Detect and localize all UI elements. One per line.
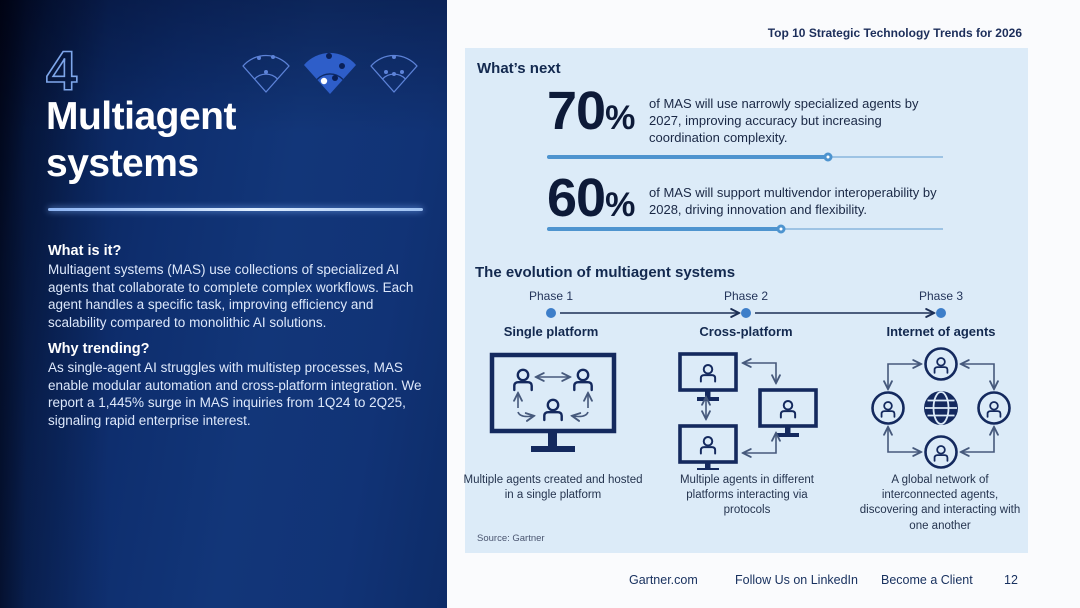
- source-note: Source: Gartner: [477, 533, 545, 544]
- phase-label-3: Phase 3: [918, 289, 964, 303]
- timeline-dot: [936, 308, 946, 318]
- page-title-line2: systems: [46, 141, 199, 185]
- fan-outline-icon: [242, 54, 290, 93]
- what-is-it-body: Multiagent systems (MAS) use collections…: [48, 262, 414, 330]
- trend-fan-icons: [242, 52, 418, 94]
- page-number: 12: [1004, 573, 1018, 587]
- stat-digits: 70: [547, 81, 606, 141]
- evolution-heading: The evolution of multiagent systems: [475, 264, 736, 281]
- percent-sign: %: [605, 186, 635, 224]
- stat-text: of MAS will use narrowly specialized age…: [649, 96, 919, 146]
- progress-knob: [823, 152, 833, 162]
- timeline-dot: [741, 308, 751, 318]
- progress-fill: [547, 227, 781, 231]
- page-title: Multiagent systems: [46, 94, 236, 188]
- phase-name-1: Single platform: [503, 324, 599, 339]
- title-divider: [48, 208, 423, 211]
- cross-platform-monitors-icon: [678, 352, 818, 470]
- phase-caption-3: A global network of interconnected agent…: [859, 474, 1021, 532]
- progress-knob: [776, 224, 786, 234]
- phase-name-3: Internet of agents: [886, 324, 996, 339]
- fan-outline-icon: [370, 54, 418, 93]
- why-trending-body: As single-agent AI struggles with multis…: [48, 360, 422, 428]
- stat-value: 70%: [547, 81, 635, 141]
- phase-label-1: Phase 1: [528, 289, 574, 303]
- footer-link-gartner-com[interactable]: Gartner.com: [629, 573, 698, 587]
- percent-sign: %: [605, 99, 635, 137]
- timeline-dot: [546, 308, 556, 318]
- phase-caption-2: Multiple agents in different platforms i…: [679, 474, 815, 517]
- stat-value: 60%: [547, 168, 635, 228]
- footer-link-linkedin[interactable]: Follow Us on LinkedIn: [735, 573, 858, 587]
- stat-digits: 60: [547, 168, 606, 228]
- stat-progress-bar: [547, 222, 943, 236]
- content-panel: [465, 48, 1028, 553]
- phase-label-2: Phase 2: [723, 289, 769, 303]
- globe-icon: [924, 391, 958, 425]
- footer-link-become-a-client[interactable]: Become a Client: [881, 573, 973, 587]
- timeline-graphic: [546, 308, 946, 318]
- panel-texture: [0, 0, 447, 608]
- trend-panel: 4: [0, 0, 447, 608]
- internet-of-agents-globe-icon: [871, 347, 1011, 469]
- trend-number: 4: [45, 38, 79, 103]
- stat-text: of MAS will support multivendor interope…: [649, 185, 937, 218]
- whats-next-heading: What’s next: [477, 60, 561, 77]
- single-platform-monitor-icon: [489, 352, 617, 452]
- stat-progress-bar: [547, 150, 943, 164]
- page-title-line1: Multiagent: [46, 95, 236, 138]
- what-is-it-heading: What is it?: [48, 243, 122, 259]
- why-trending-heading: Why trending?: [48, 341, 150, 357]
- phase-name-2: Cross-platform: [699, 324, 793, 339]
- phase-caption-1: Multiple agents created and hosted in a …: [463, 474, 643, 502]
- report-title: Top 10 Strategic Technology Trends for 2…: [767, 26, 1022, 40]
- fan-filled-icon: [304, 52, 356, 94]
- progress-fill: [547, 155, 829, 159]
